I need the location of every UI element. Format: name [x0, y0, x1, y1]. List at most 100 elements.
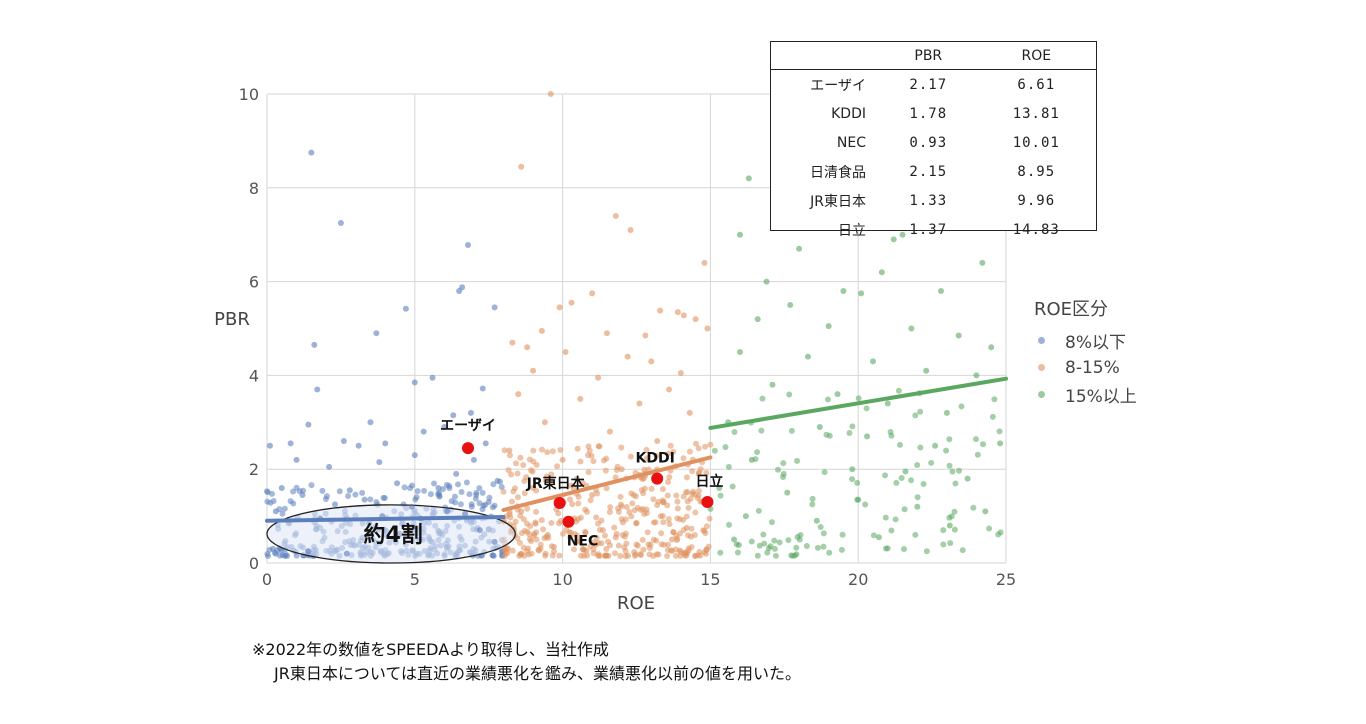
scatter-point	[299, 491, 306, 498]
scatter-point	[787, 302, 794, 309]
scatter-point	[940, 541, 947, 548]
scatter-point	[269, 545, 276, 552]
scatter-point	[664, 552, 671, 559]
scatter-point	[816, 423, 823, 430]
scatter-point	[466, 491, 473, 498]
scatter-point	[530, 458, 537, 465]
scatter-point	[701, 259, 708, 266]
highlight-label: NEC	[567, 534, 599, 550]
scatter-point	[411, 452, 418, 459]
table-header-name	[771, 42, 880, 70]
scatter-point	[429, 374, 436, 381]
table-cell-pbr: 0.93	[909, 134, 948, 151]
scatter-point	[855, 496, 862, 503]
scatter-point	[956, 467, 963, 474]
scatter-point	[521, 477, 528, 484]
scatter-point	[454, 481, 461, 488]
scatter-point	[839, 531, 846, 538]
scatter-point	[989, 413, 996, 420]
table-cell-pbr: 2.17	[909, 76, 948, 93]
scatter-point	[722, 444, 729, 451]
scatter-point	[516, 552, 523, 559]
scatter-point	[792, 552, 799, 559]
scatter-point	[680, 516, 687, 523]
scatter-point	[613, 467, 620, 474]
scatter-point	[421, 487, 428, 494]
scatter-point	[489, 504, 496, 511]
scatter-point	[268, 490, 275, 497]
scatter-point	[949, 468, 956, 475]
scatter-point	[900, 545, 907, 552]
scatter-point	[596, 526, 603, 533]
scatter-point	[435, 484, 442, 491]
scatter-point	[631, 552, 638, 559]
scatter-point	[692, 316, 699, 323]
scatter-point	[563, 526, 570, 533]
scatter-point	[659, 486, 666, 493]
scatter-point	[748, 538, 755, 545]
scatter-point	[311, 341, 318, 348]
scatter-point	[932, 442, 939, 449]
scatter-point	[648, 358, 655, 365]
scatter-point	[340, 438, 347, 445]
scatter-point	[731, 428, 738, 435]
scatter-point	[612, 212, 619, 219]
scatter-point	[579, 479, 586, 486]
scatter-point	[506, 447, 513, 454]
scatter-point	[955, 332, 962, 339]
scatter-point	[441, 423, 448, 430]
scatter-point	[920, 481, 927, 488]
scatter-point	[598, 540, 605, 547]
scatter-point	[643, 510, 650, 517]
scatter-point	[736, 231, 743, 238]
scatter-point	[729, 483, 736, 490]
table-row: JR東日本 1.33 9.96	[771, 186, 1096, 215]
scatter-point	[459, 284, 466, 291]
scatter-point	[559, 530, 566, 537]
scatter-point	[640, 546, 647, 553]
scatter-point	[603, 485, 610, 492]
table-row: 日立 1.37 14.83	[771, 215, 1096, 244]
scatter-point	[862, 501, 869, 508]
scatter-point	[584, 552, 591, 559]
scatter-point	[528, 538, 535, 545]
scatter-point	[590, 550, 597, 557]
scatter-point	[615, 542, 622, 549]
scatter-point	[986, 525, 993, 532]
scatter-point	[834, 391, 841, 398]
table-cell-company: JR東日本	[810, 193, 866, 210]
scatter-point	[305, 421, 312, 428]
scatter-point	[674, 505, 681, 512]
scatter-point	[359, 489, 366, 496]
scatter-point	[345, 493, 352, 500]
highlight-point	[701, 496, 714, 509]
scatter-point	[603, 546, 610, 553]
scatter-point	[854, 479, 861, 486]
scatter-point	[431, 480, 438, 487]
scatter-point	[367, 496, 374, 503]
highlight-point	[651, 472, 664, 485]
scatter-point	[884, 545, 891, 552]
scatter-point	[660, 519, 667, 526]
scatter-point	[337, 219, 344, 226]
scatter-point	[287, 440, 294, 447]
scatter-point	[486, 494, 493, 501]
scatter-point	[704, 325, 711, 332]
scatter-point	[820, 530, 827, 537]
scatter-point	[549, 477, 556, 484]
scatter-point	[959, 547, 966, 554]
scatter-point	[470, 456, 477, 463]
scatter-point	[691, 532, 698, 539]
scatter-point	[587, 497, 594, 504]
scatter-point	[323, 493, 330, 500]
scatter-point	[308, 149, 315, 156]
scatter-point	[308, 482, 315, 489]
scatter-point	[824, 396, 831, 403]
scatter-point	[639, 536, 646, 543]
scatter-point	[577, 552, 584, 559]
scatter-point	[711, 447, 718, 454]
scatter-point	[498, 483, 505, 490]
scatter-point	[878, 269, 885, 276]
scatter-point	[412, 496, 419, 503]
scatter-point	[685, 545, 692, 552]
